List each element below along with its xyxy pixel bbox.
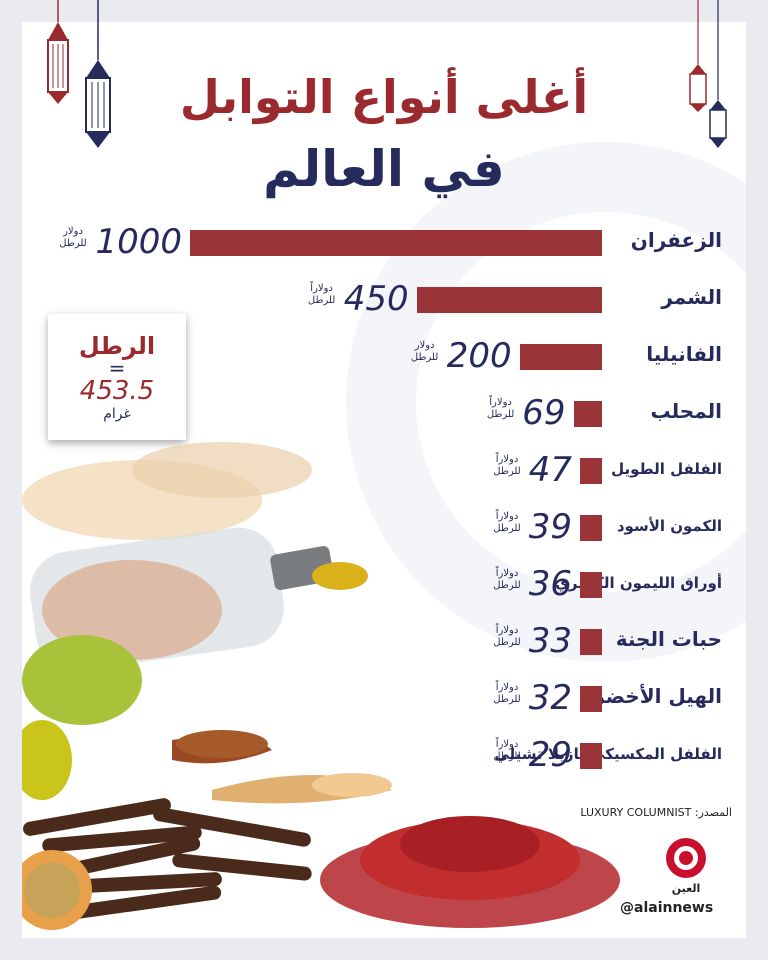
data-label: 36 <box>528 564 572 604</box>
unit-label: دولار للرطل <box>410 340 439 363</box>
category-label: الفلفل المكسيكي بازيلا تشيلي <box>494 745 722 763</box>
data-label: 69 <box>522 393 566 433</box>
bar <box>580 572 602 598</box>
title-line-1: أغلى أنواع التوابل <box>179 70 589 124</box>
unit-label: دولاراً للرطل <box>493 568 521 591</box>
bar <box>580 743 602 769</box>
bar-row: المحلب 69 دولاراً للرطل <box>0 393 768 443</box>
unit-label: دولاراً للرطل <box>493 739 521 762</box>
spices-illustration <box>22 442 392 930</box>
category-label: الزعفران <box>630 228 722 252</box>
pound-conversion-box: الرطل = 453.5 غرام <box>48 314 186 440</box>
category-label: الكمون الأسود <box>616 517 722 535</box>
bar <box>580 686 602 712</box>
bar <box>580 629 602 655</box>
bar <box>580 515 602 541</box>
bar-row: أوراق الليمون الكفيري 36 دولاراً للرطل <box>0 564 768 614</box>
logo-text: العين <box>671 882 701 895</box>
unit-label: دولاراً للرطل <box>486 397 515 420</box>
data-label: 200 <box>446 336 512 376</box>
bar <box>580 458 602 484</box>
bar <box>416 287 602 313</box>
data-label: 47 <box>528 450 572 490</box>
bar-row: الشمر 450 دولاراً للرطل <box>0 279 768 329</box>
unit-label: دولار للرطل <box>59 226 87 249</box>
bar-row: الزعفران 1000 دولار للرطل <box>0 222 768 272</box>
conversion-value: 453.5 <box>79 376 155 406</box>
data-label: 29 <box>528 735 572 775</box>
bar <box>573 401 602 427</box>
category-label: حبات الجنة <box>615 627 722 651</box>
data-label: 39 <box>528 507 572 547</box>
bar-row: الكمون الأسود 39 دولاراً للرطل <box>0 507 768 557</box>
data-label: 32 <box>528 678 572 718</box>
saffron-illustration <box>320 816 620 928</box>
conversion-equals: = <box>108 356 126 380</box>
data-label: 450 <box>343 279 409 319</box>
unit-label: دولاراً للرطل <box>493 454 521 477</box>
category-label: المحلب <box>650 399 722 423</box>
category-label: الشمر <box>661 285 722 309</box>
unit-label: دولاراً للرطل <box>493 625 521 648</box>
bar <box>519 344 602 370</box>
lantern-icon <box>689 0 727 148</box>
title-line-2: في العالم <box>263 140 505 198</box>
data-label: 33 <box>528 621 572 661</box>
unit-label: دولاراً للرطل <box>307 283 336 306</box>
alain-logo-icon <box>666 838 706 878</box>
conversion-unit: غرام <box>103 406 131 422</box>
unit-label: دولاراً للرطل <box>493 511 521 534</box>
bar-row: حبات الجنة 33 دولاراً للرطل <box>0 621 768 671</box>
category-label: الفلفل الطويل <box>611 460 722 478</box>
social-handle: @alainnews <box>620 900 714 916</box>
lantern-icon <box>47 0 111 148</box>
category-label: الفانيليا <box>646 342 722 366</box>
conversion-title: الرطل <box>78 332 156 360</box>
bar-row: الهيل الأخضر 32 دولاراً للرطل <box>0 678 768 728</box>
data-label: 1000 <box>95 222 182 262</box>
bar-row: الفلفل المكسيكي بازيلا تشيلي 29 دولاراً للر… <box>0 735 768 785</box>
category-label: الهيل الأخضر <box>593 684 722 708</box>
bar-row: الفلفل الطويل 47 دولاراً للرطل <box>0 450 768 500</box>
source-credit: المصدر: LUXURY COLUMNIST <box>580 806 732 819</box>
bar-row: الفانيليا 200 دولار للرطل <box>0 336 768 386</box>
bar <box>190 230 602 256</box>
unit-label: دولاراً للرطل <box>493 682 521 705</box>
